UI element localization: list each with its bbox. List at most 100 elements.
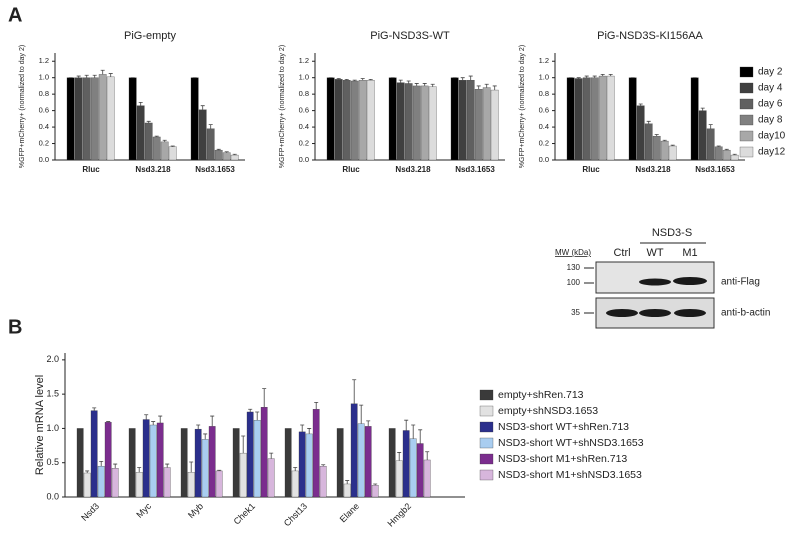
bar xyxy=(490,89,499,161)
bar xyxy=(404,83,413,161)
legend-swatch xyxy=(479,389,494,401)
x-tick-label: Rluc xyxy=(582,165,600,174)
error-bar xyxy=(255,411,260,421)
x-tick-label: Elane xyxy=(338,501,361,524)
antibody-label: anti-Flag xyxy=(721,277,760,288)
band xyxy=(674,309,706,317)
y-tick-label: 1.2 xyxy=(539,56,549,65)
bar xyxy=(305,433,313,498)
bar xyxy=(74,77,83,161)
error-bar xyxy=(468,75,473,81)
bar xyxy=(82,77,91,161)
error-bar xyxy=(85,470,90,473)
bar xyxy=(76,428,84,498)
error-bar xyxy=(151,421,156,425)
error-bar xyxy=(654,134,659,137)
bar xyxy=(284,428,292,498)
mw-header: MW (kDa) xyxy=(555,248,591,257)
error-bar xyxy=(608,74,613,77)
bar xyxy=(482,87,491,161)
error-bar xyxy=(241,435,246,454)
bar xyxy=(222,152,231,161)
bar xyxy=(83,472,91,498)
bar xyxy=(668,145,677,161)
error-bar xyxy=(404,419,409,431)
error-bar xyxy=(576,77,581,79)
bar xyxy=(201,439,209,498)
bar xyxy=(106,76,115,161)
bar xyxy=(97,465,105,498)
error-bar xyxy=(210,415,215,427)
error-bar xyxy=(406,80,411,84)
bar xyxy=(343,483,351,498)
bar xyxy=(206,128,215,161)
error-bar xyxy=(397,452,402,461)
y-tick-label: 2.0 xyxy=(46,354,59,364)
antibody-label: anti-b-actin xyxy=(721,308,770,319)
error-bar xyxy=(200,105,205,110)
error-bar xyxy=(708,124,713,129)
error-bar xyxy=(144,414,149,420)
error-bar xyxy=(670,144,675,147)
legend-label: day12 xyxy=(758,147,786,158)
bar xyxy=(319,465,327,498)
bar xyxy=(644,123,653,161)
bar xyxy=(239,452,247,498)
bar xyxy=(636,105,645,161)
legend-swatch xyxy=(739,66,754,78)
legend-swatch xyxy=(479,453,494,465)
y-tick-label: 0.8 xyxy=(39,89,49,98)
y-tick-label: 0.2 xyxy=(39,139,49,148)
legend-label: day 6 xyxy=(758,99,783,110)
bar xyxy=(428,86,437,161)
bar xyxy=(253,420,261,498)
band xyxy=(639,309,671,317)
y-tick-label: 0.8 xyxy=(539,89,549,98)
error-bar xyxy=(92,407,97,411)
y-tick-label: 0.0 xyxy=(46,491,59,501)
legend-swatch xyxy=(739,114,754,126)
y-tick-label: 0.6 xyxy=(299,106,309,115)
x-tick-label: Chst13 xyxy=(282,501,309,528)
x-tick-label: Rluc xyxy=(342,165,360,174)
bar xyxy=(163,467,171,498)
bar xyxy=(149,424,157,498)
bar xyxy=(142,419,150,498)
error-bar xyxy=(138,101,143,106)
mw-marker: 100 xyxy=(567,278,581,287)
bar xyxy=(714,146,723,161)
y-axis-label: Relative mRNA level xyxy=(34,375,46,475)
bar xyxy=(291,470,299,498)
band xyxy=(639,278,671,286)
error-bar xyxy=(460,77,465,81)
legend-swatch xyxy=(739,146,754,158)
error-bar xyxy=(162,139,167,142)
x-tick-label: Nsd3.1653 xyxy=(695,165,735,174)
mw-marker: 130 xyxy=(567,263,581,272)
error-bar xyxy=(203,433,208,440)
legend-label: NSD3-short WT+shRen.713 xyxy=(498,421,629,433)
bar xyxy=(590,77,599,161)
error-bar xyxy=(216,148,221,151)
bar xyxy=(582,77,591,161)
bar xyxy=(187,472,195,498)
legend-label: day 4 xyxy=(758,83,783,94)
bar xyxy=(128,428,136,498)
x-tick-label: Myb xyxy=(186,501,205,520)
chart-title: PiG-NSD3S-KI156AA xyxy=(597,30,703,42)
y-tick-label: 0.8 xyxy=(299,89,309,98)
bar xyxy=(326,77,335,161)
bar xyxy=(135,472,143,498)
y-tick-label: 1.2 xyxy=(299,56,309,65)
error-bar xyxy=(232,153,237,156)
error-bar xyxy=(92,74,97,78)
error-bar xyxy=(584,75,589,78)
y-axis-label: %GFP+mCherry+ (normalized to day 2) xyxy=(279,45,286,168)
error-bar xyxy=(360,78,365,81)
bar xyxy=(409,438,417,498)
legend-swatch xyxy=(479,421,494,433)
legend-label: day 8 xyxy=(758,115,783,126)
error-bar xyxy=(724,148,729,151)
error-bar xyxy=(314,401,319,410)
bar xyxy=(90,410,98,498)
